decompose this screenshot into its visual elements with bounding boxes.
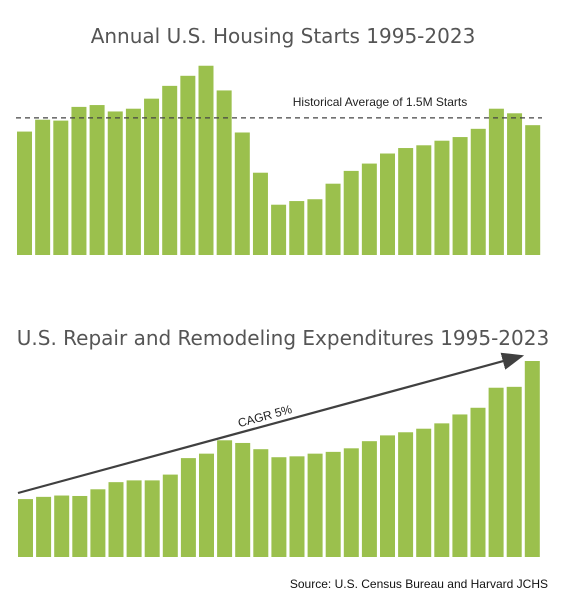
remodeling-bar-2022 bbox=[506, 386, 522, 557]
housing-starts-bar-2000 bbox=[107, 111, 123, 256]
cagr-trend-arrow bbox=[17, 352, 525, 495]
housing-starts-bar-2017 bbox=[416, 145, 432, 255]
remodeling-bar-2014 bbox=[361, 441, 377, 557]
housing-starts-title: Annual U.S. Housing Starts 1995-2023 bbox=[91, 24, 476, 48]
housing-starts-bar-2001 bbox=[125, 108, 141, 256]
remodeling-bar-2006 bbox=[217, 440, 233, 557]
housing-starts-bar-2005 bbox=[198, 65, 214, 256]
remodeling-title: U.S. Repair and Remodeling Expenditures … bbox=[17, 326, 549, 350]
housing-starts-bars bbox=[17, 65, 541, 256]
housing-starts-bar-2002 bbox=[144, 98, 160, 255]
remodeling-bar-2017 bbox=[416, 428, 432, 557]
housing-starts-bar-2020 bbox=[470, 128, 486, 255]
remodeling-bar-2010 bbox=[289, 456, 305, 557]
remodeling-bar-2011 bbox=[307, 453, 323, 557]
housing-starts-bar-2006 bbox=[216, 90, 232, 256]
housing-starts-bar-2011 bbox=[307, 199, 323, 255]
housing-starts-bar-2013 bbox=[343, 170, 359, 255]
historical-average-label: Historical Average of 1.5M Starts bbox=[293, 95, 468, 109]
housing-starts-bar-2015 bbox=[380, 153, 395, 255]
remodeling-bar-2003 bbox=[162, 474, 178, 557]
remodeling-bar-2023 bbox=[524, 361, 540, 557]
remodeling-bar-2007 bbox=[235, 442, 251, 557]
housing-starts-bar-1995 bbox=[17, 131, 32, 255]
housing-starts-bar-2003 bbox=[162, 85, 178, 255]
source-note: Source: U.S. Census Bureau and Harvard J… bbox=[290, 577, 548, 591]
remodeling-bars bbox=[18, 361, 540, 557]
housing-starts-bar-1999 bbox=[89, 105, 105, 255]
remodeling-bar-2015 bbox=[380, 435, 395, 557]
housing-starts-bar-2008 bbox=[252, 172, 268, 255]
housing-starts-bar-2021 bbox=[488, 108, 504, 256]
housing-starts-bar-1997 bbox=[53, 120, 69, 255]
remodeling-bar-2002 bbox=[144, 480, 160, 557]
remodeling-bar-2000 bbox=[108, 482, 124, 557]
remodeling-bar-1995 bbox=[18, 499, 33, 557]
remodeling-bar-1998 bbox=[72, 495, 88, 557]
remodeling-bar-2013 bbox=[343, 448, 359, 557]
housing-starts-bar-2014 bbox=[361, 163, 377, 255]
remodeling-bar-1996 bbox=[36, 496, 52, 557]
remodeling-bar-2021 bbox=[488, 387, 504, 557]
housing-starts-bar-2023 bbox=[525, 125, 541, 255]
remodeling-bar-2019 bbox=[452, 414, 468, 557]
housing-starts-bar-1998 bbox=[71, 106, 87, 255]
remodeling-bar-2004 bbox=[180, 458, 196, 557]
housing-starts-chart: Annual U.S. Housing Starts 1995-2023 His… bbox=[16, 24, 542, 256]
housing-starts-bar-2012 bbox=[325, 183, 341, 255]
remodeling-bar-2016 bbox=[398, 432, 414, 557]
remodeling-bar-2012 bbox=[325, 451, 341, 557]
remodeling-bar-2009 bbox=[271, 457, 287, 557]
housing-starts-bar-2010 bbox=[289, 201, 305, 255]
remodeling-bar-2001 bbox=[126, 480, 142, 557]
remodeling-bar-2008 bbox=[253, 449, 269, 557]
housing-starts-bar-2016 bbox=[398, 148, 414, 255]
remodeling-bar-2018 bbox=[434, 423, 450, 557]
housing-starts-bar-2022 bbox=[507, 113, 523, 255]
housing-starts-bar-1996 bbox=[35, 119, 51, 255]
housing-starts-bar-2004 bbox=[180, 75, 196, 255]
remodeling-bar-2005 bbox=[199, 453, 214, 557]
housing-starts-bar-2007 bbox=[234, 132, 250, 255]
remodeling-expenditures-chart: U.S. Repair and Remodeling Expenditures … bbox=[17, 326, 549, 557]
housing-starts-bar-2019 bbox=[452, 137, 468, 255]
housing-starts-bar-2009 bbox=[271, 204, 287, 255]
remodeling-bar-1997 bbox=[54, 495, 70, 557]
remodeling-bar-1999 bbox=[90, 489, 106, 557]
remodeling-bar-2020 bbox=[470, 407, 486, 557]
housing-starts-bar-2018 bbox=[434, 140, 450, 255]
